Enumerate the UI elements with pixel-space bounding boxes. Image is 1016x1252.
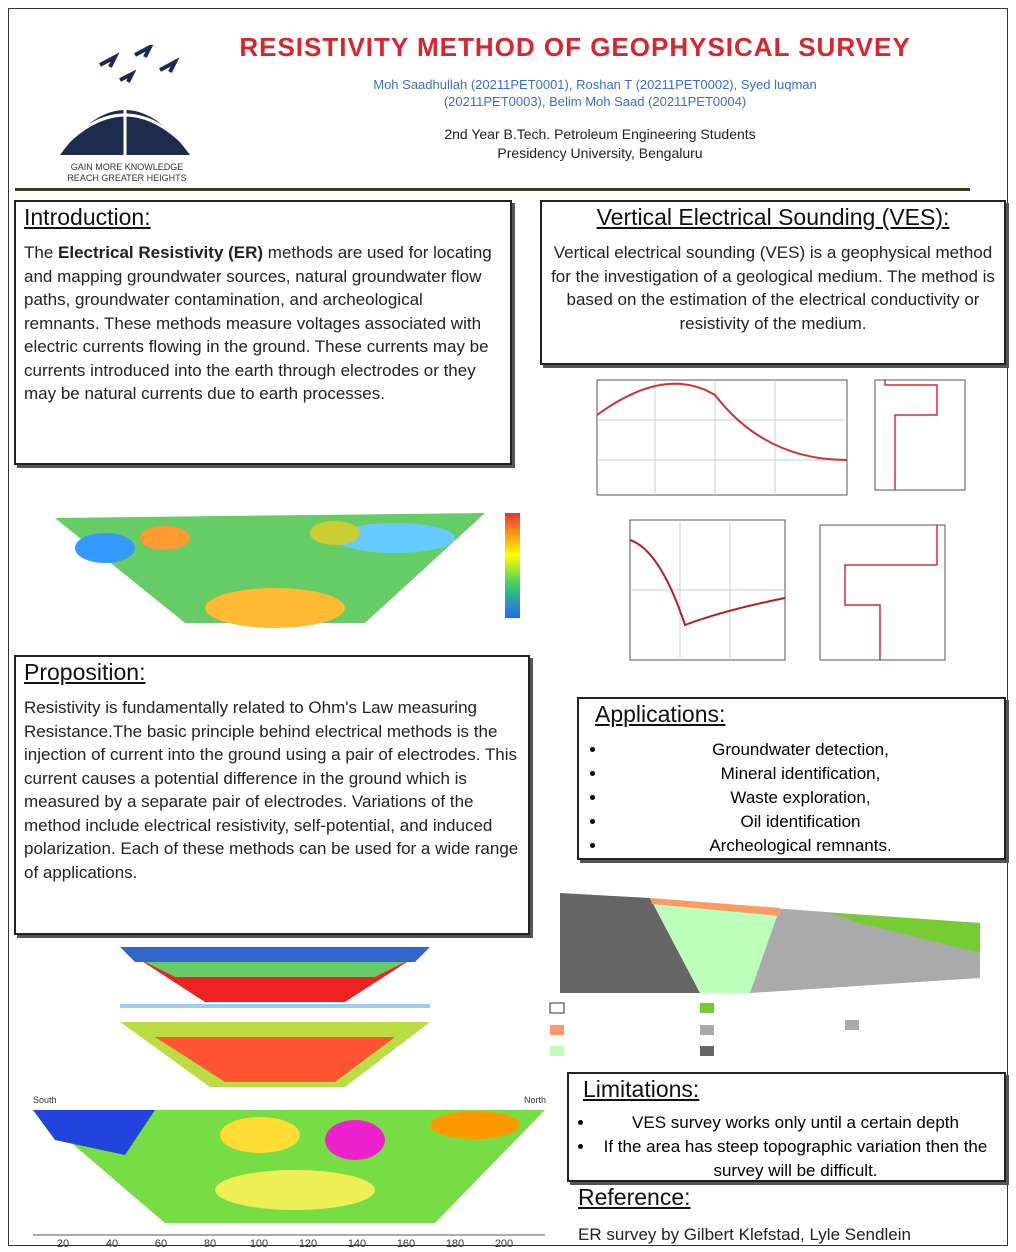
section-body: The Electrical Resistivity (ER) methods …	[24, 241, 502, 406]
section-profiles-figure	[115, 942, 435, 1092]
section-heading: Limitations:	[583, 1076, 996, 1103]
x-tick-label: 40	[106, 1238, 118, 1250]
introduction-box: Introduction: The Electrical Resistivity…	[14, 200, 512, 465]
section-heading: Reference:	[578, 1184, 1003, 1211]
x-tick-label: 160	[397, 1238, 415, 1250]
text: The	[24, 243, 58, 262]
x-tick-label: 20	[57, 1238, 69, 1250]
applications-list: Groundwater detection,Mineral identifica…	[589, 738, 994, 858]
x-tick-label: 140	[348, 1238, 366, 1250]
bottom-section-figure: South North 20 40 60 80 100 120 140 160 180 200	[15, 1095, 560, 1252]
section-body: Resistivity is fundamentally related to …	[24, 696, 520, 884]
reference-block: Reference: ER survey by Gilbert Klefstad…	[578, 1184, 1003, 1247]
ves-box: Vertical Electrical Sounding (VES): Vert…	[540, 200, 1006, 365]
x-tick-label: 180	[446, 1238, 464, 1250]
x-tick-label: 100	[250, 1238, 268, 1250]
x-tick-label: 200	[495, 1238, 513, 1250]
section-body: ER survey by Gilbert Klefstad, Lyle Send…	[578, 1223, 1003, 1247]
x-tick-label: 80	[204, 1238, 216, 1250]
author-line: Moh Saadhullah (20211PET0001), Roshan T …	[270, 76, 920, 93]
list-item: Waste exploration,	[607, 786, 994, 810]
list-item: Archeological remnants.	[607, 834, 994, 858]
authors: Moh Saadhullah (20211PET0001), Roshan T …	[270, 76, 920, 110]
geology-figure	[540, 868, 1006, 1068]
limitations-box: Limitations: VES survey works only until…	[567, 1072, 1006, 1182]
affiliation-line: Presidency University, Bengaluru	[330, 144, 870, 163]
title: RESISTIVITY METHOD OF GEOPHYSICAL SURVEY	[190, 32, 960, 63]
resistivity-section-figure	[35, 478, 530, 633]
bold-text: Electrical Resistivity (ER)	[58, 243, 263, 262]
affiliation-line: 2nd Year B.Tech. Petroleum Engineering S…	[330, 125, 870, 144]
x-tick-label: 60	[155, 1238, 167, 1250]
list-item: Groundwater detection,	[607, 738, 994, 762]
list-item: Oil identification	[607, 810, 994, 834]
list-item: VES survey works only until a certain de…	[595, 1111, 996, 1135]
applications-box: Applications: Groundwater detection,Mine…	[577, 697, 1006, 860]
poster: GAIN MORE KNOWLEDGE REACH GREATER HEIGHT…	[0, 0, 1016, 1252]
section-heading: Introduction:	[24, 204, 502, 231]
section-body: Vertical electrical sounding (VES) is a …	[550, 241, 996, 335]
limitations-list: VES survey works only until a certain de…	[577, 1111, 996, 1183]
affiliation: 2nd Year B.Tech. Petroleum Engineering S…	[330, 125, 870, 163]
x-tick-label: 120	[299, 1238, 317, 1250]
header-rule	[15, 188, 970, 191]
logo: GAIN MORE KNOWLEDGE REACH GREATER HEIGHT…	[40, 45, 215, 190]
section-heading: Applications:	[595, 701, 994, 728]
section-label: South	[33, 1095, 57, 1105]
list-item: Mineral identification,	[607, 762, 994, 786]
list-item: If the area has steep topographic variat…	[595, 1135, 996, 1183]
section-heading: Proposition:	[24, 659, 520, 686]
section-label: North	[524, 1095, 546, 1105]
ves-curves-figure	[575, 370, 995, 690]
logo-caption: REACH GREATER HEIGHTS	[67, 173, 186, 183]
section-heading: Vertical Electrical Sounding (VES):	[550, 204, 996, 231]
proposition-box: Proposition: Resistivity is fundamentall…	[14, 655, 530, 935]
author-line: (20211PET0003), Belim Moh Saad (20211PET…	[270, 93, 920, 110]
logo-caption: GAIN MORE KNOWLEDGE	[71, 162, 184, 172]
text: methods are used for locating and mappin…	[24, 243, 492, 403]
